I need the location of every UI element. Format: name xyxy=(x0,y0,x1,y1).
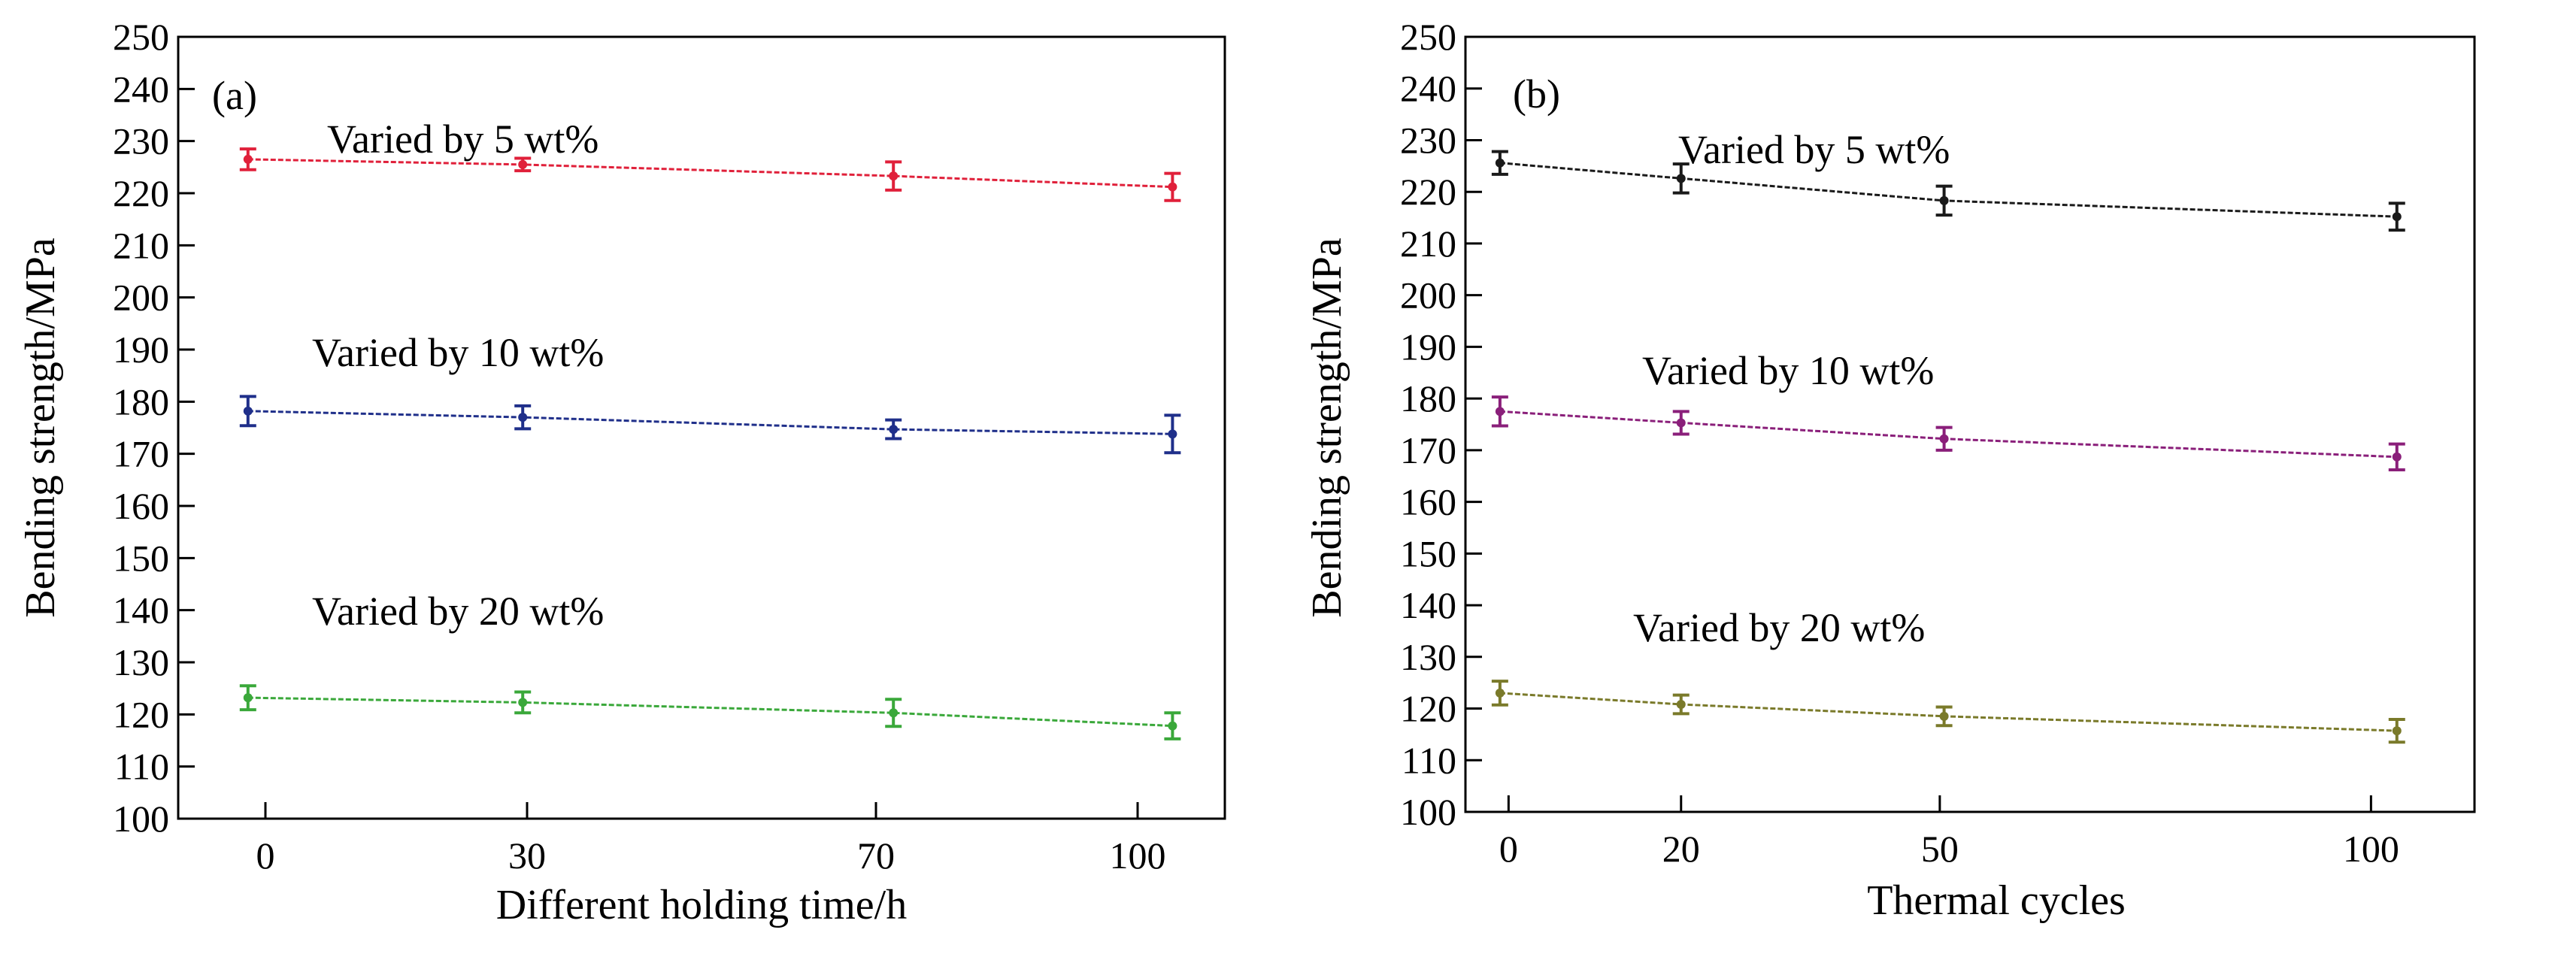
y-tick-label-a-120: 120 xyxy=(113,693,169,735)
y-tick-label-a-220: 220 xyxy=(113,172,169,214)
y-tick-label-a-190: 190 xyxy=(113,329,169,371)
y-tick-label-b-210: 210 xyxy=(1400,223,1456,265)
data-point-a-0-0 xyxy=(243,154,253,164)
y-ticks-a: 100 110 120 130 140 150 160 170 180 190 200 210 220 2… xyxy=(113,16,195,840)
y-tick-label-b-170: 170 xyxy=(1400,429,1456,471)
data-point-b-0-1 xyxy=(1676,174,1686,183)
data-point-b-1-1 xyxy=(1676,418,1686,428)
y-tick-label-b-200: 200 xyxy=(1400,274,1456,316)
y-tick-label-b-240: 240 xyxy=(1400,68,1456,110)
x-tick-label-a-100: 100 xyxy=(1110,834,1166,877)
data-point-b-1-0 xyxy=(1495,407,1505,416)
y-tick-label-a-250: 250 xyxy=(113,16,169,58)
x-tick-label-a-0: 0 xyxy=(256,834,275,877)
y-tick-label-b-130: 130 xyxy=(1400,636,1456,678)
y-tick-label-a-240: 240 xyxy=(113,68,169,110)
data-point-b-2-0 xyxy=(1495,688,1505,698)
y-tick-label-b-230: 230 xyxy=(1400,119,1456,161)
x-axis-title-b: Thermal cycles xyxy=(1867,877,2126,924)
data-point-a-2-2 xyxy=(889,708,899,718)
y-tick-label-b-180: 180 xyxy=(1400,377,1456,419)
y-tick-label-a-130: 130 xyxy=(113,641,169,683)
series-line-b-0 xyxy=(1499,162,2397,218)
data-point-b-0-2 xyxy=(1939,195,1949,205)
series-line-a-0 xyxy=(247,158,1173,189)
series-label-b-10wt: Varied by 10 wt% xyxy=(1642,348,1934,393)
data-point-a-0-2 xyxy=(889,171,899,181)
y-axis-title-b: Bending strength/MPa xyxy=(1304,238,1350,618)
x-tick-label-b-0: 0 xyxy=(1499,828,1518,870)
x-axis-title-a: Different holding time/h xyxy=(496,882,907,928)
y-tick-label-a-200: 200 xyxy=(113,277,169,319)
data-point-a-2-1 xyxy=(518,698,528,707)
chart-panel-b: (b) Thermal cycles Bending strength/MPa … xyxy=(1304,16,2476,924)
plot-frame-b xyxy=(1464,35,2476,813)
y-tick-label-b-250: 250 xyxy=(1400,16,1456,58)
series-label-a-10wt: Varied by 10 wt% xyxy=(312,330,604,375)
x-tick-label-a-70: 70 xyxy=(857,834,895,877)
series-label-b-20wt: Varied by 20 wt% xyxy=(1633,605,1925,650)
y-tick-label-a-160: 160 xyxy=(113,485,169,527)
plot-frame-a xyxy=(177,35,1226,820)
data-point-a-0-1 xyxy=(518,159,528,169)
data-point-a-1-1 xyxy=(518,413,528,422)
chart-panel-a: (a) Different holding time/h Bending str… xyxy=(17,16,1226,928)
data-marks-b xyxy=(1491,150,2405,744)
data-point-a-2-0 xyxy=(243,693,253,703)
series-line-b-1 xyxy=(1499,410,2397,459)
y-tick-label-b-150: 150 xyxy=(1400,532,1456,574)
x-tick-label-a-30: 30 xyxy=(508,834,546,877)
y-tick-label-a-210: 210 xyxy=(113,224,169,266)
y-tick-label-b-100: 100 xyxy=(1400,791,1456,833)
data-point-a-1-3 xyxy=(1168,429,1177,439)
y-tick-label-a-230: 230 xyxy=(113,120,169,162)
y-tick-label-b-120: 120 xyxy=(1400,688,1456,730)
data-point-b-1-2 xyxy=(1939,434,1949,444)
y-tick-label-a-110: 110 xyxy=(114,746,169,788)
data-point-a-1-0 xyxy=(243,406,253,416)
y-tick-label-b-160: 160 xyxy=(1400,481,1456,523)
series-line-a-1 xyxy=(247,410,1173,435)
y-axis-title-a: Bending strength/MPa xyxy=(17,238,64,618)
y-ticks-b: 100 110 120 130 140 150 160 170 180 190 200 210 220 2… xyxy=(1400,16,1482,833)
y-tick-label-b-110: 110 xyxy=(1402,739,1456,781)
data-point-b-1-3 xyxy=(2392,452,2402,462)
data-point-b-2-3 xyxy=(2392,726,2402,736)
data-point-b-2-2 xyxy=(1939,711,1949,721)
panel-label-b: (b) xyxy=(1513,71,1560,117)
y-tick-label-a-170: 170 xyxy=(113,433,169,475)
data-point-a-1-2 xyxy=(889,425,899,435)
series-label-a-5wt: Varied by 5 wt% xyxy=(327,117,599,162)
data-point-a-0-3 xyxy=(1168,182,1177,192)
data-point-b-2-1 xyxy=(1676,700,1686,710)
data-point-b-0-3 xyxy=(2392,212,2402,222)
x-tick-label-b-50: 50 xyxy=(1921,828,1959,870)
y-tick-label-a-150: 150 xyxy=(113,537,169,579)
y-tick-label-a-180: 180 xyxy=(113,380,169,422)
panel-label-a: (a) xyxy=(212,73,257,118)
data-marks-a xyxy=(239,147,1181,740)
y-tick-label-a-140: 140 xyxy=(113,589,169,631)
data-point-a-2-3 xyxy=(1168,721,1177,731)
series-label-a-20wt: Varied by 20 wt% xyxy=(312,589,604,634)
y-tick-label-b-190: 190 xyxy=(1400,326,1456,368)
x-ticks-b: 0 20 50 100 xyxy=(1499,795,2399,870)
series-line-b-2 xyxy=(1499,692,2397,732)
data-point-b-0-0 xyxy=(1495,158,1505,168)
x-tick-label-b-20: 20 xyxy=(1662,828,1700,870)
x-ticks-a: 0 30 70 100 xyxy=(256,802,1166,877)
y-tick-label-b-140: 140 xyxy=(1400,584,1456,626)
x-tick-label-b-100: 100 xyxy=(2343,828,2399,870)
y-tick-label-a-100: 100 xyxy=(113,798,169,840)
series-label-b-5wt: Varied by 5 wt% xyxy=(1678,127,1950,172)
series-line-a-2 xyxy=(247,696,1173,728)
y-tick-label-b-220: 220 xyxy=(1400,171,1456,213)
